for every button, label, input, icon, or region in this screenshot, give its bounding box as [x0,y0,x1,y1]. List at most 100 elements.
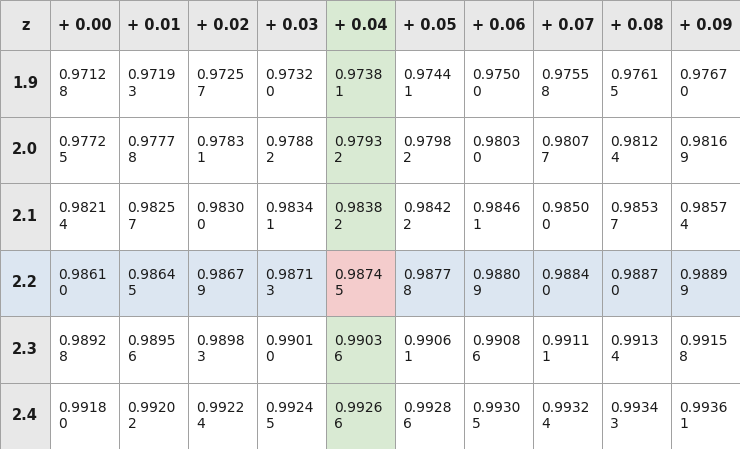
Bar [50,0,119,50]
Text: + 0.03: + 0.03 [265,18,318,33]
Bar [188,50,258,117]
Text: 0.9913
4: 0.9913 4 [610,334,659,365]
Bar [258,50,326,117]
Text: 0.9744
1: 0.9744 1 [403,68,451,99]
Bar [188,183,258,250]
Text: 0.9783
1: 0.9783 1 [197,135,245,165]
Text: 0.9719
3: 0.9719 3 [127,68,176,99]
Text: 0.9934
3: 0.9934 3 [610,401,659,431]
Text: 0.9867
9: 0.9867 9 [197,268,245,298]
Bar [188,117,258,183]
Bar [326,0,395,50]
Bar [464,250,533,316]
Text: + 0.07: + 0.07 [541,18,594,33]
Text: 0.9924
5: 0.9924 5 [266,401,314,431]
Bar [533,117,602,183]
Bar [464,316,533,383]
Bar [602,183,671,250]
Bar [464,0,533,50]
Bar [671,117,740,183]
Text: 0.9825
7: 0.9825 7 [127,201,176,232]
Text: 0.9887
0: 0.9887 0 [610,268,659,298]
Bar [464,383,533,449]
Text: 0.9725
7: 0.9725 7 [197,68,245,99]
Text: 0.9834
1: 0.9834 1 [266,201,314,232]
Text: 1.9: 1.9 [12,76,38,91]
Bar [119,316,188,383]
Bar [602,250,671,316]
Bar [119,0,188,50]
Bar [188,316,258,383]
Bar [395,50,464,117]
Text: + 0.05: + 0.05 [403,18,457,33]
Bar [0,0,50,50]
Bar [395,316,464,383]
Text: 0.9830
0: 0.9830 0 [197,201,245,232]
Text: 2.3: 2.3 [13,342,38,357]
Bar [533,383,602,449]
Text: 0.9803
0: 0.9803 0 [472,135,521,165]
Bar [0,117,50,183]
Text: 0.9850
0: 0.9850 0 [542,201,590,232]
Bar [258,0,326,50]
Bar [395,0,464,50]
Bar [258,250,326,316]
Bar [671,316,740,383]
Text: 0.9793
2: 0.9793 2 [334,135,383,165]
Text: 0.9842
2: 0.9842 2 [403,201,452,232]
Text: 0.9807
7: 0.9807 7 [542,135,590,165]
Text: 0.9864
5: 0.9864 5 [127,268,176,298]
Bar [602,316,671,383]
Bar [533,183,602,250]
Text: 0.9903
6: 0.9903 6 [334,334,383,365]
Bar [671,250,740,316]
Text: 0.9926
6: 0.9926 6 [334,401,383,431]
Text: 0.9750
0: 0.9750 0 [472,68,521,99]
Text: 0.9857
4: 0.9857 4 [679,201,727,232]
Text: z: z [21,18,30,33]
Text: 0.9889
9: 0.9889 9 [679,268,728,298]
Text: 0.9777
8: 0.9777 8 [127,135,176,165]
Bar [119,183,188,250]
Bar [119,383,188,449]
Text: 0.9884
0: 0.9884 0 [542,268,590,298]
Text: 0.9906
1: 0.9906 1 [403,334,452,365]
Text: 0.9920
2: 0.9920 2 [127,401,176,431]
Text: 0.9932
4: 0.9932 4 [542,401,590,431]
Bar [0,250,50,316]
Text: 0.9755
8: 0.9755 8 [542,68,590,99]
Text: 0.9798
2: 0.9798 2 [403,135,452,165]
Bar [0,183,50,250]
Bar [671,383,740,449]
Text: 0.9901
0: 0.9901 0 [266,334,314,365]
Bar [0,383,50,449]
Bar [0,50,50,117]
Text: 0.9861
0: 0.9861 0 [58,268,107,298]
Text: 0.9874
5: 0.9874 5 [334,268,383,298]
Bar [671,183,740,250]
Text: 0.9767
0: 0.9767 0 [679,68,727,99]
Text: 2.2: 2.2 [13,275,38,291]
Bar [602,383,671,449]
Bar [50,383,119,449]
Text: 0.9936
1: 0.9936 1 [679,401,728,431]
Text: 0.9853
7: 0.9853 7 [610,201,659,232]
Text: 0.9911
1: 0.9911 1 [542,334,590,365]
Bar [326,183,395,250]
Text: 2.1: 2.1 [12,209,38,224]
Text: 0.9712
8: 0.9712 8 [58,68,107,99]
Bar [671,0,740,50]
Bar [188,250,258,316]
Bar [533,50,602,117]
Text: 0.9877
8: 0.9877 8 [403,268,452,298]
Bar [395,183,464,250]
Text: 0.9846
1: 0.9846 1 [472,201,521,232]
Text: 2.4: 2.4 [13,408,38,423]
Text: 0.9915
8: 0.9915 8 [679,334,728,365]
Text: + 0.01: + 0.01 [127,18,181,33]
Text: 0.9918
0: 0.9918 0 [58,401,107,431]
Bar [326,50,395,117]
Text: 0.9908
6: 0.9908 6 [472,334,521,365]
Text: 0.9880
9: 0.9880 9 [472,268,521,298]
Bar [602,50,671,117]
